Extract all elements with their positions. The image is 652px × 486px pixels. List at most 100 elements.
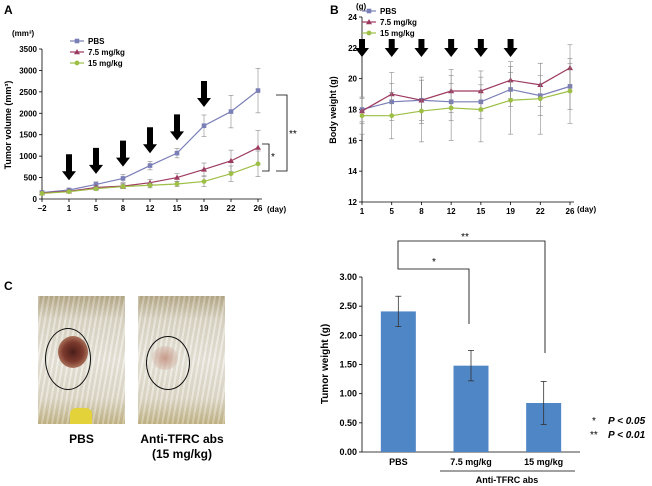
legend-marker xyxy=(74,60,80,66)
data-point xyxy=(228,109,234,114)
chart-c-group-label: Anti-TFRC abs xyxy=(440,470,575,485)
x-tick-label: −2 xyxy=(37,204,47,213)
chart-b-treatment-arrows xyxy=(355,39,518,57)
sig-bracket-inner xyxy=(262,143,270,172)
x-tick-label: 22 xyxy=(536,207,545,216)
y-tick-label: 1.00 xyxy=(339,389,357,399)
pvalue-text-2: P < 0.01 xyxy=(608,430,646,441)
pvalue-symbol-2: ** xyxy=(590,430,598,441)
y-tick-label: 14 xyxy=(348,167,357,176)
legend-label: 7.5 mg/kg xyxy=(88,48,125,57)
group-label: Anti-TFRC abs xyxy=(476,475,539,485)
chart-b-y-axis-label: Body weight (g) xyxy=(328,76,338,144)
data-point xyxy=(359,113,365,119)
y-tick-label: 1.50 xyxy=(339,360,357,370)
sig-bracket-outer xyxy=(276,94,288,172)
x-tick-label: 22 xyxy=(227,204,236,213)
x-tick-label: 5 xyxy=(389,207,394,216)
sig-bracket-outer xyxy=(397,240,546,353)
y-tick-label: 2.50 xyxy=(339,301,357,311)
data-point xyxy=(567,88,573,94)
data-point xyxy=(228,157,234,164)
y-tick-label: 24 xyxy=(348,13,357,22)
series-line xyxy=(362,90,571,117)
y-tick-label: 1000 xyxy=(19,152,37,161)
data-point xyxy=(389,113,395,119)
chart-a-legend: PBS 7.5 mg/kg 15 mg/kg xyxy=(70,37,125,68)
photo-pbs-mouse xyxy=(38,296,125,424)
x-tick-label: 8 xyxy=(419,207,424,216)
legend-marker xyxy=(366,30,372,36)
chart-a-y-axis-label: Tumor volume (mm³) xyxy=(3,81,13,170)
caption-line-2: (15 mg/kg) xyxy=(151,447,212,461)
x-tick-label: 7.5 mg/kg xyxy=(450,457,492,467)
legend-label: PBS xyxy=(88,37,105,46)
panel-label-b: B xyxy=(330,3,339,17)
sig-marker-single: * xyxy=(271,152,275,163)
chart-b-x-axis-label: (day) xyxy=(577,205,596,214)
pvalue-symbol-1: * xyxy=(592,416,596,427)
data-point xyxy=(448,105,454,111)
data-point xyxy=(255,161,261,167)
x-tick-label: PBS xyxy=(389,457,408,467)
x-tick-label: 15 xyxy=(476,207,485,216)
sig-marker-single: * xyxy=(432,257,436,268)
data-point xyxy=(478,107,484,112)
data-point xyxy=(174,174,180,180)
tumor-volume-chart: (mm³) Tumor volume (mm³) (day) 0 500 1000 1… xyxy=(3,29,297,214)
legend-label: 7.5 mg/kg xyxy=(380,18,417,27)
data-point xyxy=(201,166,207,172)
data-point xyxy=(147,163,153,168)
x-tick-label: 1 xyxy=(67,204,72,213)
legend-marker xyxy=(74,49,80,55)
legend-label: PBS xyxy=(380,7,397,16)
data-point xyxy=(537,96,543,102)
x-tick-label: 5 xyxy=(94,204,99,213)
data-point xyxy=(419,108,424,114)
data-point xyxy=(120,176,126,181)
y-tick-label: 12 xyxy=(348,198,357,207)
y-tick-label: 20 xyxy=(348,75,357,84)
legend-marker xyxy=(366,19,372,25)
sig-marker-double: ** xyxy=(461,232,469,243)
treatment-arrow xyxy=(62,154,76,181)
data-point xyxy=(255,88,261,93)
bar xyxy=(380,311,416,452)
y-tick-label: 3500 xyxy=(19,45,37,54)
legend-label: 15 mg/kg xyxy=(88,59,123,68)
photo-caption-pbs: PBS xyxy=(38,432,125,447)
tag-marker xyxy=(70,408,92,424)
sig-bracket-inner xyxy=(397,256,470,324)
data-point xyxy=(255,144,261,150)
panel-label-a: A xyxy=(4,3,13,17)
tumor-outline-ellipse xyxy=(45,328,91,390)
series-line xyxy=(361,67,571,112)
data-point xyxy=(201,123,207,129)
y-tick-label: 1500 xyxy=(19,131,37,140)
treatment-arrow xyxy=(384,39,399,57)
y-tick-label: 3.00 xyxy=(339,272,357,282)
chart-b-series xyxy=(359,44,573,143)
x-tick-label: 26 xyxy=(566,207,575,216)
y-tick-label: 0.50 xyxy=(339,418,357,428)
x-tick-label: 1 xyxy=(360,207,365,216)
sig-marker-double: ** xyxy=(289,129,297,140)
chart-c-bars xyxy=(380,295,562,452)
chart-b-legend: PBS 7.5 mg/kg 15 mg/kg xyxy=(362,7,417,38)
y-tick-label: 500 xyxy=(24,174,38,183)
treatment-arrow xyxy=(197,81,211,107)
legend-marker xyxy=(74,38,80,44)
y-tick-label: 2500 xyxy=(19,88,37,97)
y-tick-label: 0.00 xyxy=(339,447,357,457)
data-point xyxy=(147,182,153,188)
data-point xyxy=(201,179,207,184)
data-point xyxy=(93,186,99,192)
x-tick-label: 12 xyxy=(146,204,155,213)
treatment-arrow xyxy=(414,39,429,57)
pvalue-text-1: P < 0.05 xyxy=(608,416,646,427)
data-point xyxy=(508,97,513,103)
treatment-arrow xyxy=(503,39,518,57)
x-tick-label: 15 xyxy=(173,204,182,213)
caption-line-1: Anti-TFRC abs xyxy=(140,432,224,446)
